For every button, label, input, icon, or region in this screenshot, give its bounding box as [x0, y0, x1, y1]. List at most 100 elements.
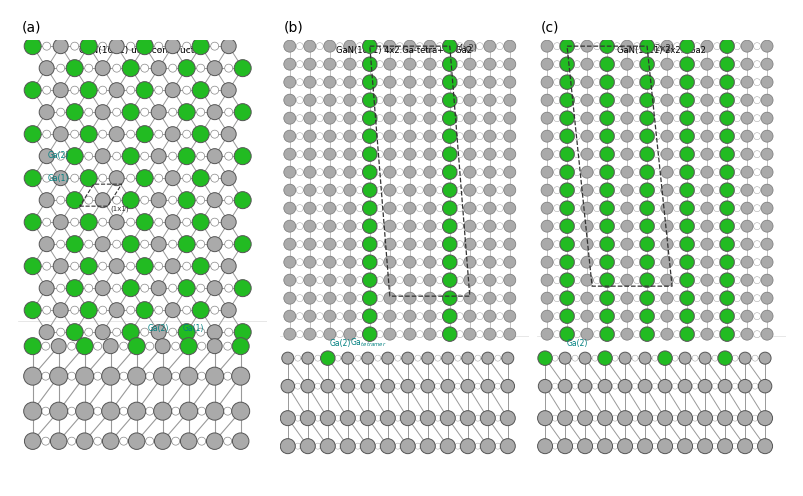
- Circle shape: [631, 355, 638, 361]
- Circle shape: [394, 383, 400, 389]
- Circle shape: [153, 367, 172, 385]
- Circle shape: [593, 151, 600, 158]
- Circle shape: [57, 196, 64, 204]
- Circle shape: [499, 438, 515, 454]
- Circle shape: [752, 115, 760, 122]
- Circle shape: [639, 129, 654, 143]
- Circle shape: [182, 86, 190, 94]
- Circle shape: [633, 132, 640, 140]
- Circle shape: [221, 258, 236, 274]
- Circle shape: [503, 76, 516, 88]
- Circle shape: [475, 415, 480, 421]
- Circle shape: [553, 295, 560, 302]
- Circle shape: [673, 223, 679, 230]
- Circle shape: [591, 443, 597, 449]
- Circle shape: [172, 342, 179, 350]
- Circle shape: [396, 151, 403, 158]
- Circle shape: [207, 281, 222, 296]
- Circle shape: [713, 132, 719, 140]
- Circle shape: [495, 205, 503, 212]
- Circle shape: [719, 183, 733, 197]
- Circle shape: [660, 58, 672, 70]
- Circle shape: [154, 218, 162, 226]
- Circle shape: [295, 383, 300, 389]
- Circle shape: [736, 411, 752, 426]
- Circle shape: [639, 273, 654, 287]
- Circle shape: [617, 438, 632, 454]
- Circle shape: [99, 130, 107, 138]
- Circle shape: [24, 433, 41, 449]
- Circle shape: [84, 64, 92, 72]
- Circle shape: [223, 407, 231, 415]
- Circle shape: [383, 202, 395, 214]
- Circle shape: [540, 328, 552, 340]
- Circle shape: [316, 205, 323, 212]
- Circle shape: [423, 238, 435, 250]
- Circle shape: [540, 166, 552, 178]
- Circle shape: [553, 331, 560, 338]
- Circle shape: [362, 273, 377, 287]
- Circle shape: [39, 325, 54, 340]
- Circle shape: [336, 223, 343, 230]
- Circle shape: [732, 241, 740, 248]
- Circle shape: [400, 438, 415, 454]
- Circle shape: [559, 165, 573, 180]
- Circle shape: [120, 372, 128, 380]
- Circle shape: [436, 312, 442, 319]
- Circle shape: [182, 306, 190, 314]
- Circle shape: [316, 223, 323, 230]
- Circle shape: [599, 165, 613, 180]
- Circle shape: [414, 383, 420, 389]
- Circle shape: [540, 184, 552, 196]
- Circle shape: [192, 214, 209, 231]
- Circle shape: [597, 379, 611, 393]
- Circle shape: [383, 310, 395, 322]
- Circle shape: [356, 205, 363, 212]
- Circle shape: [679, 93, 694, 108]
- Circle shape: [711, 383, 717, 389]
- Circle shape: [475, 186, 483, 193]
- Circle shape: [483, 202, 495, 214]
- Circle shape: [169, 240, 177, 248]
- Circle shape: [540, 238, 552, 250]
- Circle shape: [673, 312, 679, 319]
- Circle shape: [99, 218, 107, 226]
- Circle shape: [639, 57, 654, 71]
- Circle shape: [283, 76, 296, 88]
- Circle shape: [677, 438, 691, 454]
- Circle shape: [336, 241, 343, 248]
- Circle shape: [732, 331, 740, 338]
- Circle shape: [495, 169, 503, 176]
- Circle shape: [354, 383, 361, 389]
- Circle shape: [717, 411, 732, 426]
- Circle shape: [732, 169, 740, 176]
- Circle shape: [324, 292, 336, 304]
- Circle shape: [423, 328, 435, 340]
- Circle shape: [553, 151, 560, 158]
- Circle shape: [495, 61, 503, 67]
- Circle shape: [559, 291, 573, 306]
- Circle shape: [283, 310, 296, 322]
- Circle shape: [620, 40, 632, 52]
- Circle shape: [57, 328, 64, 336]
- Circle shape: [463, 166, 475, 178]
- Circle shape: [221, 39, 236, 54]
- Circle shape: [316, 43, 323, 50]
- Circle shape: [573, 277, 580, 284]
- Circle shape: [481, 352, 493, 364]
- Circle shape: [495, 186, 503, 193]
- Circle shape: [436, 277, 442, 284]
- Circle shape: [122, 104, 139, 121]
- Circle shape: [315, 415, 320, 421]
- Circle shape: [109, 215, 124, 230]
- Circle shape: [671, 383, 677, 389]
- Circle shape: [719, 147, 733, 161]
- Circle shape: [693, 151, 699, 158]
- Circle shape: [740, 166, 752, 178]
- Circle shape: [573, 151, 580, 158]
- Circle shape: [713, 277, 719, 284]
- Circle shape: [403, 40, 415, 52]
- Circle shape: [483, 220, 495, 232]
- Circle shape: [700, 274, 712, 286]
- Circle shape: [206, 433, 222, 449]
